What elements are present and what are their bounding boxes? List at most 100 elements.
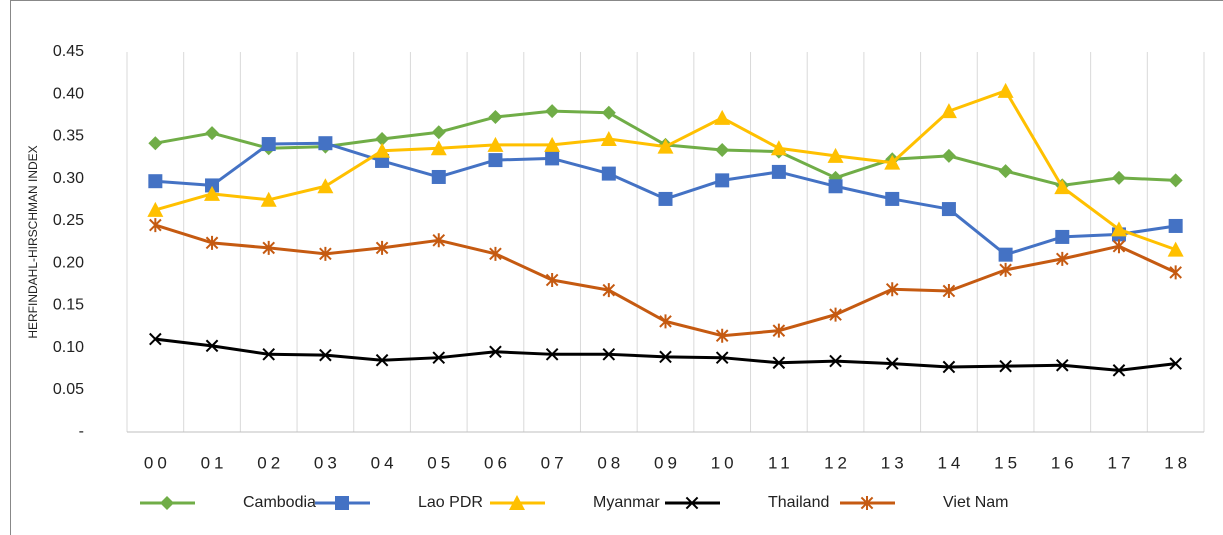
marker: [827, 147, 844, 163]
marker: [205, 235, 219, 250]
marker: [317, 178, 334, 194]
legend-marker: [685, 496, 699, 510]
x-tick-label: 18: [1164, 453, 1191, 472]
marker: [772, 356, 786, 370]
marker: [260, 191, 277, 207]
marker: [261, 137, 276, 152]
y-tick-label: 0.30: [53, 170, 84, 187]
marker: [601, 105, 616, 120]
marker: [1110, 221, 1127, 237]
marker: [545, 104, 560, 119]
marker: [148, 174, 163, 189]
y-tick-label: 0.15: [53, 297, 84, 314]
marker: [885, 282, 899, 297]
marker: [1169, 357, 1182, 370]
marker: [205, 339, 219, 353]
x-tick-label: 17: [1108, 453, 1135, 472]
x-tick-label: 09: [654, 453, 681, 472]
marker: [319, 348, 332, 362]
marker: [431, 125, 446, 140]
marker: [204, 185, 221, 201]
legend-label: Thailand: [768, 494, 829, 511]
y-tick-label: 0.45: [53, 43, 84, 60]
marker: [430, 140, 447, 156]
marker: [262, 240, 276, 255]
marker: [771, 164, 786, 179]
legend-label: Myanmar: [593, 494, 660, 511]
legend-marker: [335, 496, 349, 510]
marker: [1169, 265, 1182, 280]
series-line: [155, 337, 1176, 372]
marker: [374, 142, 391, 158]
marker: [1168, 218, 1183, 233]
marker: [489, 246, 502, 261]
x-tick-label: 14: [937, 453, 964, 472]
legend-label: Lao PDR: [418, 494, 483, 511]
marker: [262, 348, 276, 361]
marker: [828, 179, 843, 194]
y-tick-label: -: [79, 423, 84, 440]
legend-label: Cambodia: [243, 494, 316, 511]
x-tick-label: 11: [768, 453, 794, 472]
marker: [205, 178, 220, 193]
y-tick-label: 0.25: [53, 212, 84, 229]
y-tick-label: 0.05: [53, 381, 84, 398]
y-tick-label: 0.40: [53, 85, 84, 102]
marker: [1112, 364, 1126, 377]
marker: [659, 314, 672, 329]
marker: [545, 348, 559, 361]
marker: [1167, 241, 1184, 257]
marker: [602, 283, 616, 298]
marker: [487, 136, 504, 152]
x-tick-label: 13: [881, 453, 908, 472]
marker: [600, 130, 617, 146]
y-tick-label: 0.35: [53, 128, 84, 145]
marker: [770, 140, 787, 156]
marker: [149, 218, 162, 233]
x-tick-label: 15: [994, 453, 1021, 472]
marker: [884, 154, 901, 170]
marker: [318, 136, 333, 151]
series-line: [154, 89, 1177, 252]
marker: [772, 323, 786, 338]
x-tick-label: 02: [257, 453, 284, 472]
x-tick-label: 07: [541, 453, 568, 472]
x-tick-label: 16: [1051, 453, 1078, 472]
marker: [432, 351, 446, 364]
marker: [602, 348, 616, 361]
marker: [148, 136, 163, 151]
marker: [488, 153, 503, 168]
marker: [940, 103, 957, 119]
marker: [601, 166, 616, 181]
marker: [998, 247, 1013, 262]
x-tick-label: 03: [314, 453, 341, 472]
x-tick-label: 04: [371, 453, 398, 472]
legend-marker: [860, 496, 874, 510]
marker: [715, 173, 730, 188]
marker: [544, 136, 561, 152]
marker: [714, 109, 731, 125]
marker: [941, 148, 956, 163]
marker: [149, 332, 162, 346]
marker: [489, 345, 502, 359]
marker: [942, 283, 956, 298]
marker: [432, 233, 446, 248]
marker: [1168, 173, 1183, 188]
marker: [658, 191, 673, 206]
marker: [829, 307, 842, 322]
marker: [205, 126, 220, 141]
marker: [659, 350, 672, 364]
legend-marker: [509, 495, 525, 510]
marker: [545, 151, 560, 166]
marker: [997, 82, 1014, 98]
marker: [657, 138, 674, 154]
marker: [375, 353, 389, 367]
marker: [715, 351, 729, 364]
marker: [941, 202, 956, 217]
marker: [545, 273, 559, 287]
x-tick-label: 06: [484, 453, 511, 472]
x-tick-label: 00: [144, 453, 171, 472]
x-tick-label: 08: [597, 453, 624, 472]
